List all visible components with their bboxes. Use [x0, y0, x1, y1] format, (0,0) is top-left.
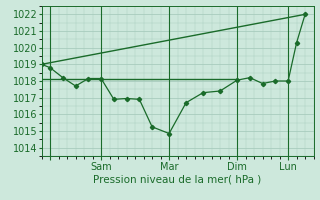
- X-axis label: Pression niveau de la mer( hPa ): Pression niveau de la mer( hPa ): [93, 174, 262, 184]
